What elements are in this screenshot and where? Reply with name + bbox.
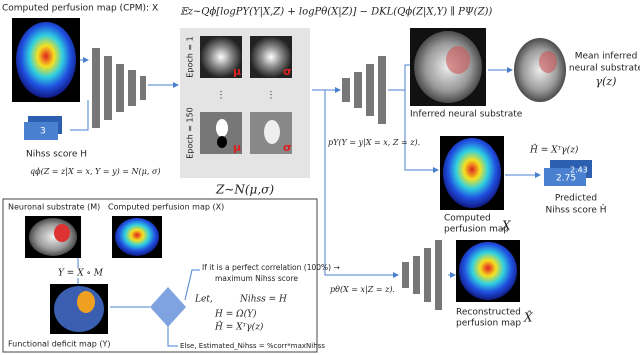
card: [24, 122, 58, 140]
formula: pY(Y = y|X = x, Z = z).: [328, 138, 420, 147]
distribution: Z∼N(μ,σ): [215, 183, 274, 197]
text: Else, Estimated_Nihss = %corr*maxNihss: [180, 342, 325, 350]
dots: ⋮: [217, 91, 226, 101]
formula: qϕ(Z = z|X = x, Y = y) = N(μ, σ): [30, 167, 161, 176]
card-value: 3: [40, 127, 46, 137]
formula: Y = X ∘ M: [58, 269, 104, 279]
label: Computed perfusion map (X): [108, 203, 224, 212]
label: Predicted: [555, 194, 597, 204]
text: Let,: [194, 295, 213, 305]
formula: Ĥ = Xᵀγ(z): [214, 321, 264, 333]
mu: μ: [233, 141, 241, 154]
label: neural substrate: [569, 64, 640, 74]
label: Nihss score Ĥ: [546, 204, 607, 216]
dots: ⋮: [267, 91, 276, 101]
formula: H = Ω(Y): [214, 309, 257, 320]
formula: Ĥ = Xᵀγ(z): [529, 144, 579, 156]
text: If it is a perfect correlation (100%) →: [202, 263, 340, 272]
latent-image: [250, 36, 292, 78]
epoch-label: Epoch = 150: [186, 107, 195, 159]
inset-box: [2, 198, 318, 353]
sigma: σ: [283, 141, 292, 154]
card-value: 2.43: [570, 166, 588, 175]
text: maximum Nihss score: [215, 274, 298, 283]
sigma: σ: [283, 65, 292, 78]
title: Computed perfusion map (CPM): X: [2, 4, 158, 14]
objective: 𝔼z∼Qϕ[logPY(Y|X,Z) + logPθ(X|Z)] − DKL(Q…: [180, 6, 492, 18]
label: Inferred neural substrate: [410, 110, 523, 120]
formula: pθ(X = x|Z = z).: [330, 285, 395, 294]
card-value: 2.75: [556, 174, 576, 184]
label: γ(z): [596, 75, 617, 88]
label: Computed: [444, 214, 491, 224]
card: [544, 168, 586, 186]
label: Functional deficit map (Y): [8, 340, 110, 349]
text: Nihss = H: [239, 295, 287, 305]
label: Neuronal substrate (M): [8, 203, 100, 212]
symbol: X̂: [523, 309, 533, 324]
layout: [70, 57, 541, 347]
epoch-label: Epoch = 1: [186, 36, 195, 77]
networks: [92, 48, 442, 310]
mu: μ: [233, 65, 241, 78]
latent-image: [200, 36, 242, 78]
label: perfusion map: [444, 225, 509, 235]
images: [12, 18, 566, 334]
label: Nihss score H: [26, 150, 87, 160]
label: Mean inferred: [575, 52, 638, 62]
label: perfusion map: [456, 319, 521, 329]
label: Reconstructed: [456, 308, 521, 318]
symbol: X: [501, 219, 511, 233]
